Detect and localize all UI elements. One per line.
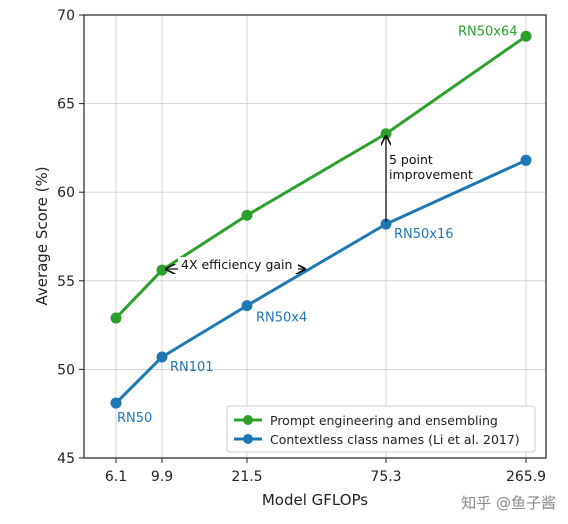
point-label: RN50x4 xyxy=(256,311,307,326)
y-tick-label: 65 xyxy=(57,97,75,113)
legend-marker-prompt xyxy=(243,415,253,425)
efficiency-label-bg xyxy=(178,257,298,273)
improvement-label-line1: 5 point xyxy=(389,152,433,167)
legend-box xyxy=(226,405,536,453)
y-tick-label: 45 xyxy=(57,451,75,467)
point-label: RN50x64 xyxy=(458,24,518,39)
data-point-prompt xyxy=(241,209,253,221)
efficiency-annotation: 4X efficiency gain xyxy=(166,257,305,273)
y-tick-label: 70 xyxy=(57,8,75,24)
y-axis-label: Average Score (%) xyxy=(33,166,51,305)
x-tick-label: 9.9 xyxy=(151,469,173,485)
efficiency-label: 4X efficiency gain xyxy=(181,257,292,272)
point-label: RN50x16 xyxy=(394,227,454,242)
series-layer: RN50x64 RN50 RN101 RN50x4 RN50x16 xyxy=(110,24,532,426)
legend-label-contextless: Contextless class names (Li et al. 2017) xyxy=(270,432,520,447)
data-point-prompt xyxy=(156,264,168,276)
point-label: RN50 xyxy=(117,411,152,426)
x-tick-label: 75.3 xyxy=(370,469,401,485)
y-tick-label: 50 xyxy=(57,362,75,378)
x-tick-label: 265.9 xyxy=(506,469,546,485)
y-tick-label: 55 xyxy=(57,274,75,290)
data-point-contextless xyxy=(241,300,253,312)
legend-marker-contextless xyxy=(243,434,253,444)
data-point-prompt xyxy=(110,312,122,324)
improvement-annotation: 5 point improvement xyxy=(386,136,473,222)
grid-lines xyxy=(84,14,546,459)
x-tick-label: 21.5 xyxy=(231,469,262,485)
watermark-text: 知乎 @鱼子酱 xyxy=(461,494,556,512)
data-point-contextless xyxy=(520,154,532,166)
legend-label-prompt: Prompt engineering and ensembling xyxy=(270,413,498,428)
point-label: RN101 xyxy=(170,360,214,375)
data-point-contextless xyxy=(380,218,392,230)
axis-ticks: 45 50 55 60 65 70 6.1 9.9 21.5 75.3 265.9 xyxy=(57,8,546,485)
improvement-label-line2: improvement xyxy=(389,167,473,182)
y-tick-label: 60 xyxy=(57,185,75,201)
data-point-contextless xyxy=(156,351,168,363)
x-tick-label: 6.1 xyxy=(105,469,127,485)
x-axis-label: Model GFLOPs xyxy=(262,491,368,509)
plot-frame xyxy=(83,14,547,459)
legend: Prompt engineering and ensembling Contex… xyxy=(226,405,536,453)
data-point-prompt xyxy=(520,30,532,42)
data-point-contextless xyxy=(110,397,122,409)
